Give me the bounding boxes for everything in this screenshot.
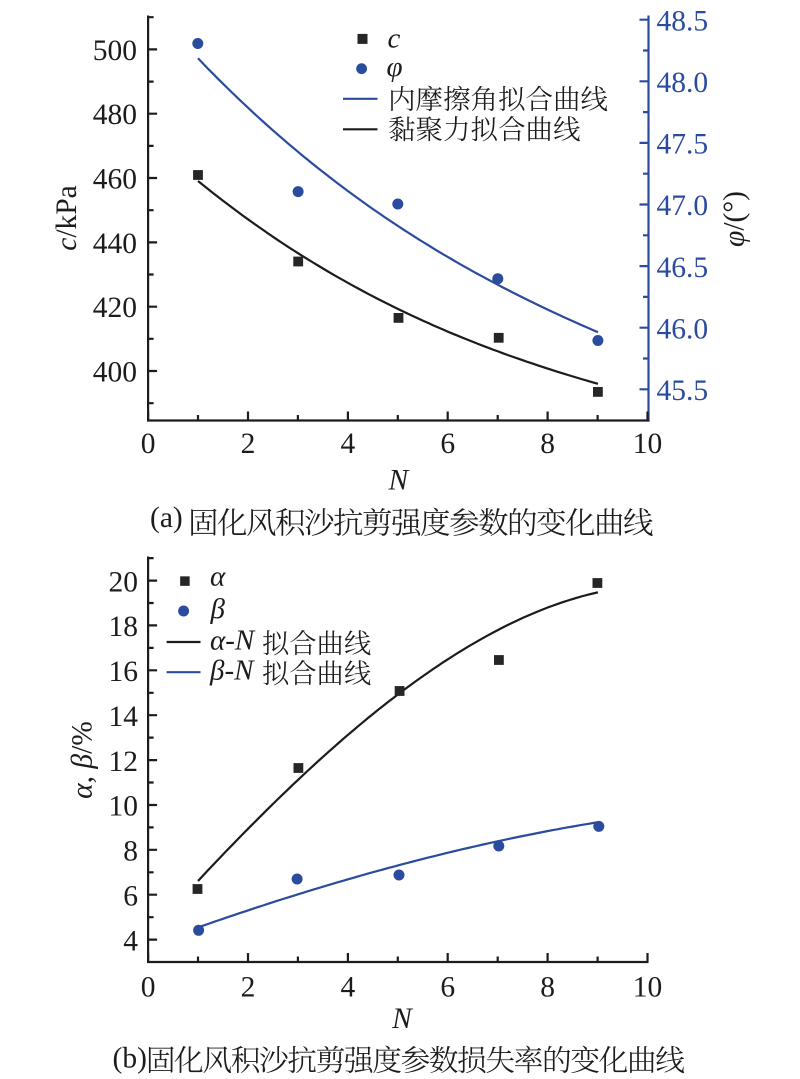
svg-text:400: 400 [93,356,137,388]
svg-text:c: c [388,23,401,55]
svg-text:47.0: 47.0 [657,190,709,222]
svg-text:(b): (b) [113,1043,147,1075]
svg-text:500: 500 [93,35,137,67]
svg-text:8: 8 [540,428,555,460]
svg-text:4: 4 [340,972,355,1004]
svg-text:6: 6 [123,880,138,912]
svg-text:45.5: 45.5 [657,375,709,407]
svg-text:460: 460 [93,163,137,195]
svg-text:2: 2 [241,972,256,1004]
svg-text:8: 8 [540,972,555,1004]
svg-text:6: 6 [440,972,455,1004]
svg-text:10: 10 [109,791,139,823]
svg-text:48.0: 48.0 [657,67,709,99]
svg-text:4: 4 [123,925,138,957]
svg-text:46.5: 46.5 [657,252,709,284]
svg-text:46.0: 46.0 [657,313,709,345]
svg-text:14: 14 [109,701,139,733]
svg-text:4: 4 [340,428,355,460]
svg-text:6: 6 [440,428,455,460]
svg-text:β: β [210,593,226,625]
svg-text:10: 10 [633,428,663,460]
svg-text:48.5: 48.5 [657,5,709,37]
svg-text:16: 16 [109,656,139,688]
svg-text:α: α [210,560,226,592]
svg-text:8: 8 [123,836,138,868]
svg-text:47.5: 47.5 [657,129,709,161]
svg-text:α, β/%: α, β/% [67,721,99,799]
svg-text:440: 440 [93,228,137,260]
svg-text:N: N [391,1003,414,1035]
svg-text:2: 2 [241,428,256,460]
svg-text:N: N [387,465,410,497]
svg-text:φ/(°): φ/(°) [719,191,751,247]
svg-text:c/kPa: c/kPa [51,185,83,251]
svg-text:18: 18 [109,611,139,643]
svg-text:0: 0 [141,972,156,1004]
svg-text:10: 10 [633,972,663,1004]
svg-text:φ: φ [387,51,403,83]
svg-text:α-N: α-N [210,625,256,657]
svg-text:0: 0 [141,428,156,460]
svg-text:420: 420 [93,292,137,324]
svg-text:β-N: β-N [209,655,255,687]
svg-text:20: 20 [109,566,139,598]
svg-text:(a): (a) [150,502,183,534]
svg-text:480: 480 [93,99,137,131]
svg-text:12: 12 [109,746,139,778]
